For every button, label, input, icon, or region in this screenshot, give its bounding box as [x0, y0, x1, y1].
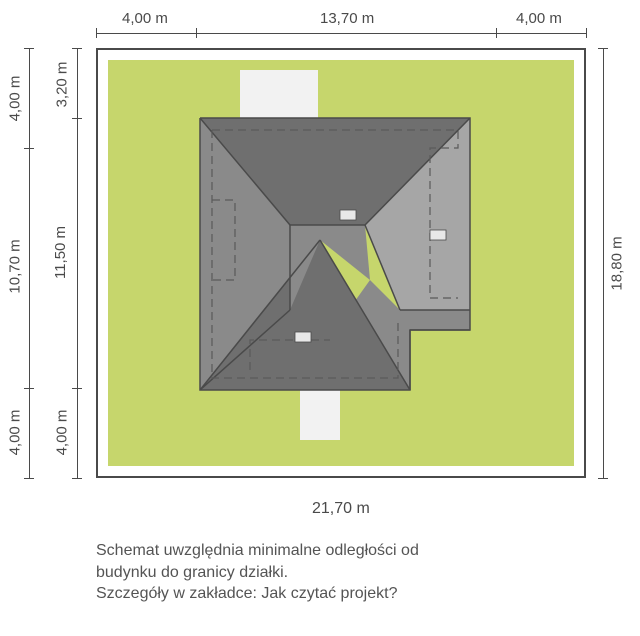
caption-line2: budynku do granicy działki.: [96, 562, 586, 584]
caption-block: Schemat uwzględnia minimalne odległości …: [96, 540, 586, 605]
dim-top-row: 4,00 m 13,70 m 4,00 m: [0, 0, 640, 38]
tick: [24, 478, 34, 479]
roof-plan: [180, 70, 490, 440]
skylight: [295, 332, 311, 342]
dim-left-inner: 3,20 m 11,50 m 4,00 m: [44, 0, 84, 520]
dim-li-3: 4,00 m: [53, 410, 70, 456]
dim-li-1: 3,20 m: [53, 62, 70, 108]
dim-lo-2: 10,70 m: [7, 239, 24, 293]
dim-right-1: 18,80 m: [609, 236, 626, 290]
caption-line3: Szczegóły w zakładce: Jak czytać projekt…: [96, 583, 586, 605]
dim-lo-1: 4,00 m: [6, 76, 23, 122]
dim-left-outer: 4,00 m 10,70 m 4,00 m: [0, 0, 34, 520]
dim-line: [29, 48, 30, 478]
dim-top-3: 4,00 m: [516, 10, 562, 27]
entry-top: [240, 70, 318, 120]
tick: [72, 478, 82, 479]
tick: [598, 478, 608, 479]
dim-top-1: 4,00 m: [122, 10, 168, 27]
tick: [586, 28, 587, 38]
dim-top-2: 13,70 m: [320, 10, 374, 27]
caption-line1: Schemat uwzględnia minimalne odległości …: [96, 540, 586, 562]
dim-line: [77, 48, 78, 478]
dim-bottom-total: 21,70 m: [312, 500, 370, 518]
skylight: [430, 230, 446, 240]
skylight: [340, 210, 356, 220]
dim-li-2: 11,50 m: [52, 226, 69, 279]
dim-right: 18,80 m: [598, 0, 638, 520]
dim-line: [603, 48, 604, 478]
path-bottom: [300, 390, 340, 440]
dim-lo-3: 4,00 m: [6, 410, 23, 456]
dim-line: [96, 33, 586, 34]
